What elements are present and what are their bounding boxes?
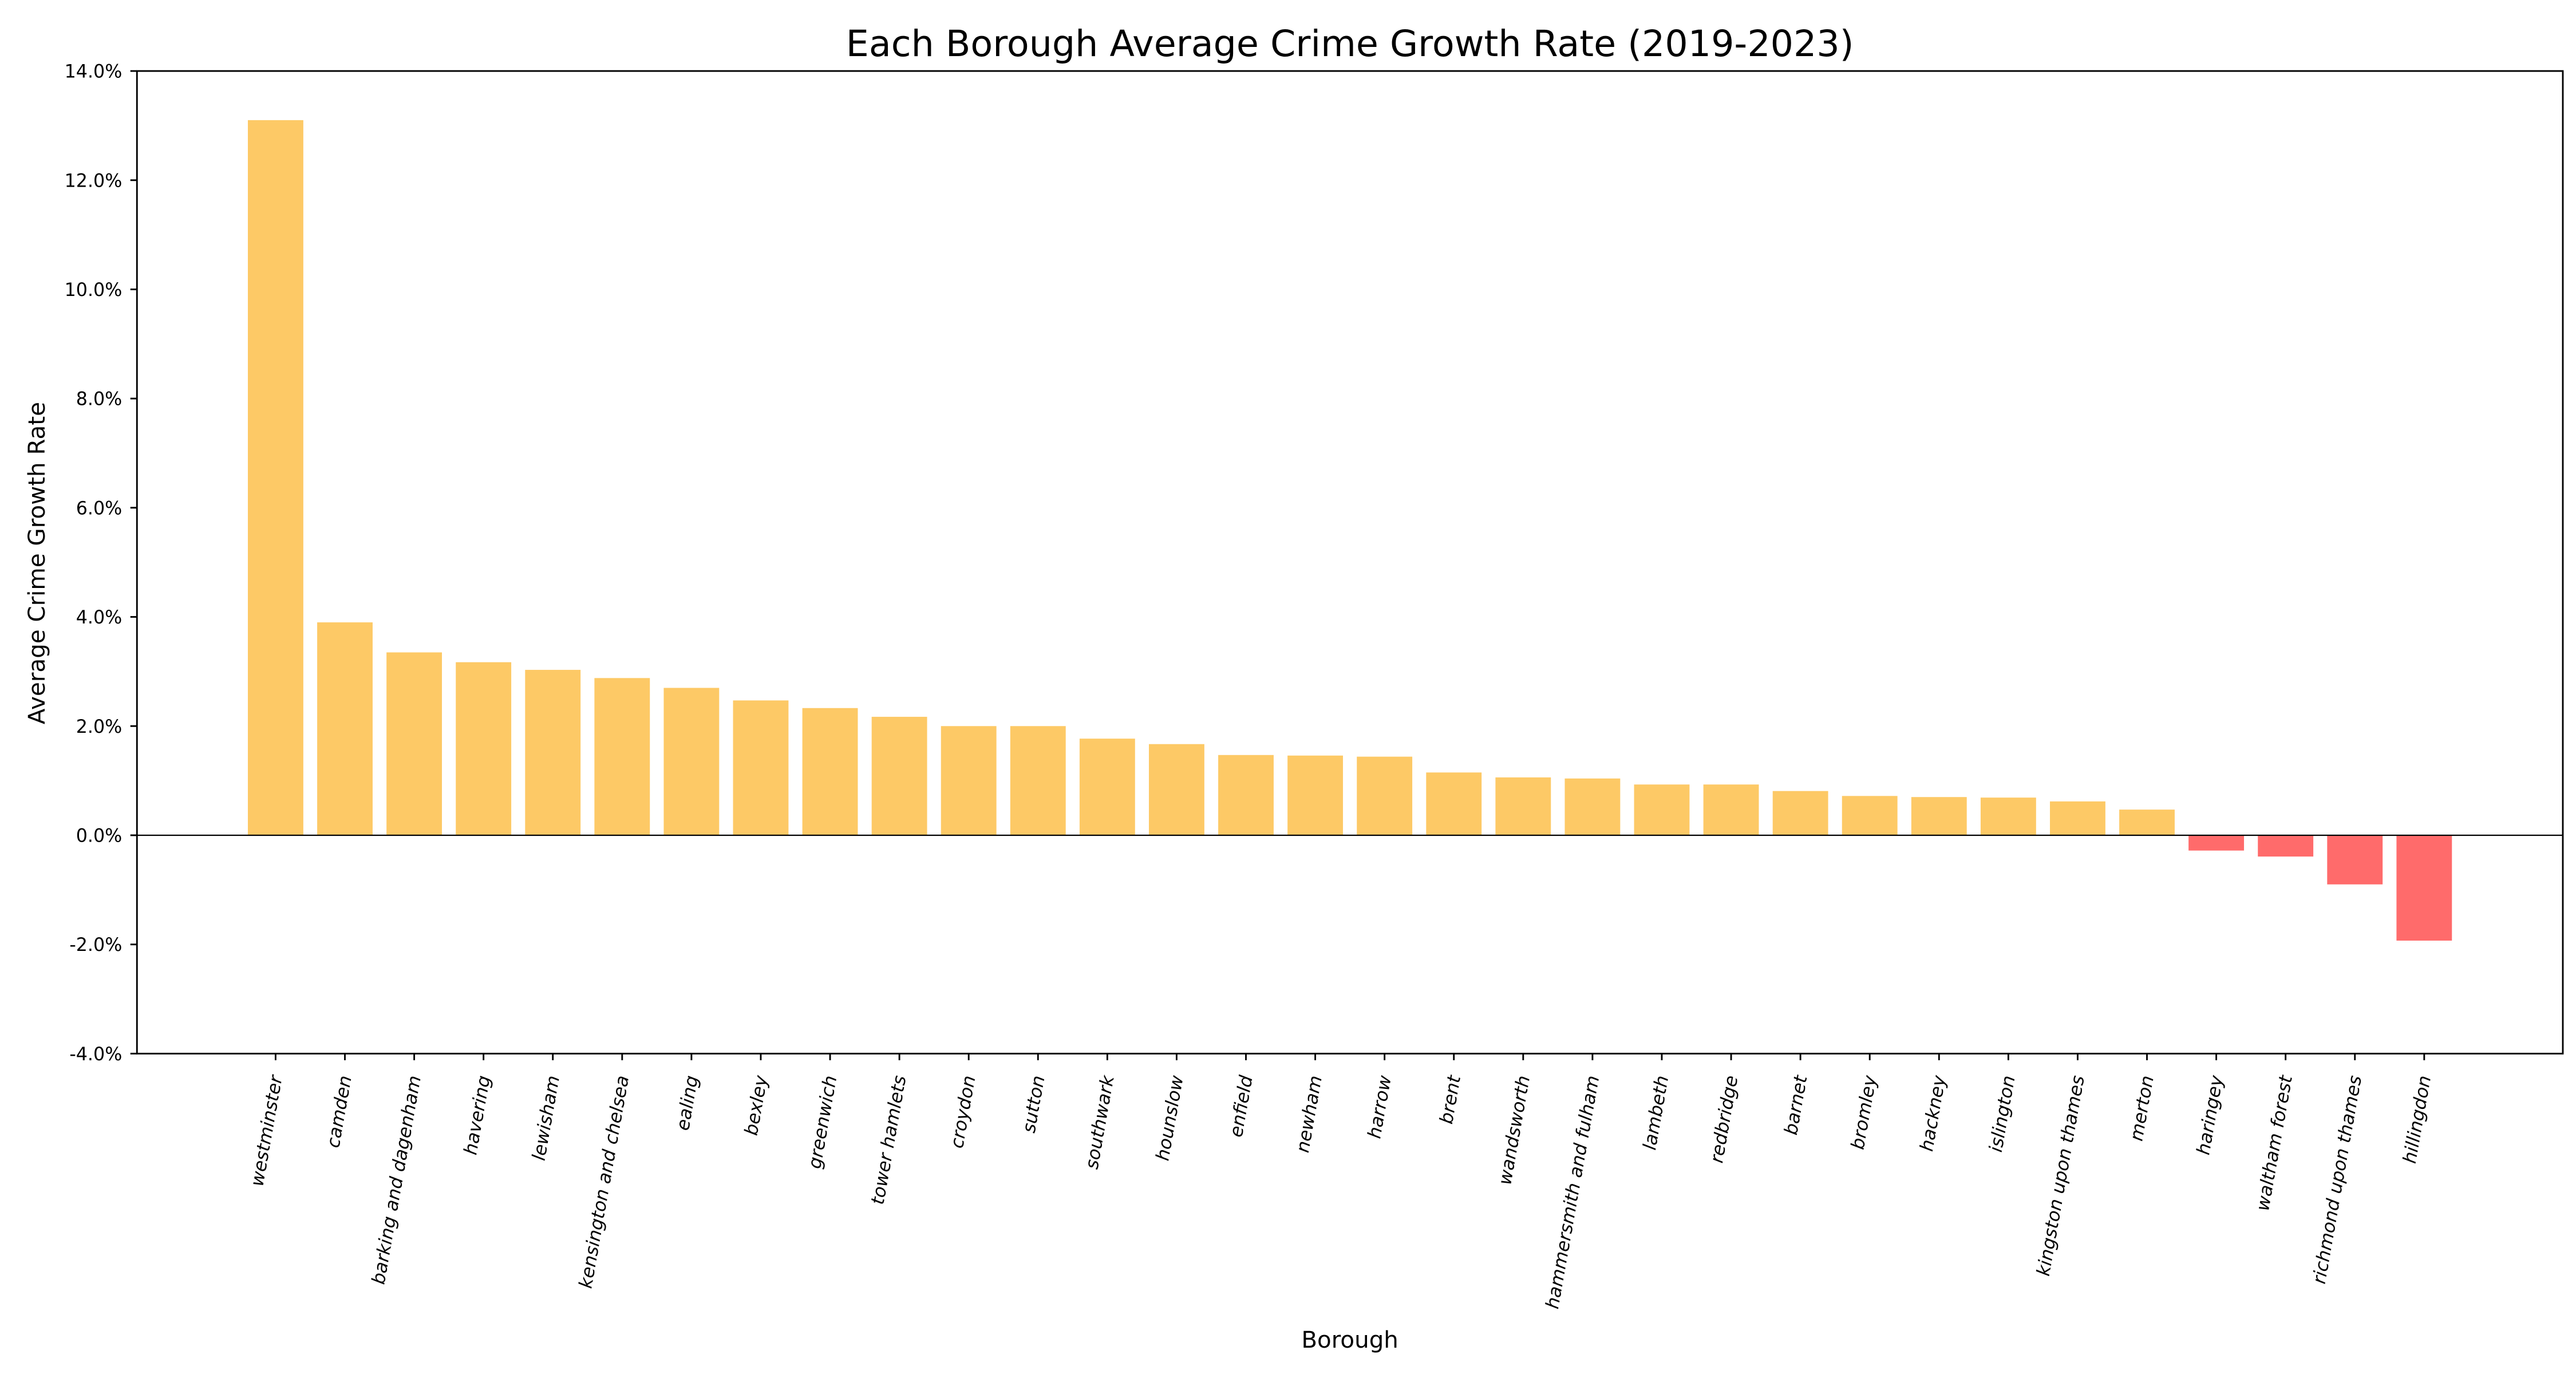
y-axis-ticks: -4.0% -2.0% 0.0% 2.0% 4.0% 6.0% 8.0% 10.0% 12.0%… xyxy=(65,62,137,1065)
bar-havering xyxy=(456,662,512,835)
bar-greenwich xyxy=(802,708,858,835)
x-tick-label: kensington and chelsea xyxy=(575,1074,633,1290)
x-tick-label: southwark xyxy=(1082,1073,1119,1171)
bar-lambeth xyxy=(1634,784,1690,835)
plot-area: -4.0% -2.0% 0.0% 2.0% 4.0% 6.0% 8.0% 10.0% 12.0%… xyxy=(65,62,2564,1310)
y-tick-label: 14.0% xyxy=(65,62,123,82)
bar-merton xyxy=(2119,810,2175,835)
x-tick-label: enfield xyxy=(1226,1073,1257,1139)
x-tick-label: croydon xyxy=(947,1074,980,1150)
x-tick-label: bexley xyxy=(741,1073,772,1137)
y-tick-label: -2.0% xyxy=(69,935,122,956)
x-tick-label: wandsworth xyxy=(1495,1074,1534,1186)
bar-bromley xyxy=(1842,796,1898,835)
x-tick-label: lambeth xyxy=(1639,1074,1673,1152)
bar-ealing xyxy=(663,688,720,835)
bar-waltham-forest xyxy=(2258,835,2314,857)
y-tick-label: 10.0% xyxy=(65,280,123,301)
bar-barking-and-dagenham xyxy=(386,652,442,835)
x-tick-label: richmond upon thames xyxy=(2309,1074,2366,1286)
y-tick-label: 2.0% xyxy=(76,717,123,737)
y-tick-label: -4.0% xyxy=(69,1044,122,1065)
bar-hackney xyxy=(1911,797,1967,835)
x-tick-label: harrow xyxy=(1364,1074,1396,1140)
x-tick-label: hillingdon xyxy=(2400,1074,2435,1165)
x-tick-label: redbridge xyxy=(1706,1074,1742,1164)
bar-croydon xyxy=(941,726,997,835)
bar-islington xyxy=(1980,797,2036,835)
chart-title: Each Borough Average Crime Growth Rate (… xyxy=(846,22,1854,65)
bar-redbridge xyxy=(1703,784,1759,835)
x-tick-label: haringey xyxy=(2193,1073,2227,1156)
bars xyxy=(247,120,2452,941)
x-tick-label: hounslow xyxy=(1152,1074,1188,1162)
bar-richmond-upon-thames xyxy=(2327,835,2383,885)
bar-haringey xyxy=(2188,835,2245,851)
x-tick-label: newham xyxy=(1293,1074,1326,1154)
bar-hounslow xyxy=(1149,744,1204,835)
bar-kensington-and-chelsea xyxy=(594,678,650,835)
bar-tower-hamlets xyxy=(871,717,927,835)
y-axis-label: Average Crime Growth Rate xyxy=(23,402,50,724)
x-tick-label: waltham forest xyxy=(2253,1073,2297,1212)
y-tick-label: 6.0% xyxy=(76,498,123,519)
bar-sutton xyxy=(1010,726,1066,835)
x-tick-label: kingston upon thames xyxy=(2033,1074,2089,1278)
bar-hillingdon xyxy=(2396,835,2452,941)
x-tick-label: ealing xyxy=(673,1074,702,1132)
bar-kingston-upon-thames xyxy=(2050,801,2105,835)
x-tick-label: hammersmith and fulham xyxy=(1542,1074,1603,1310)
bar-bexley xyxy=(733,700,789,835)
y-tick-label: 0.0% xyxy=(76,826,123,846)
x-tick-label: hackney xyxy=(1917,1073,1950,1153)
x-tick-label: greenwich xyxy=(804,1074,841,1170)
bar-harrow xyxy=(1357,756,1413,835)
x-tick-label: merton xyxy=(2126,1074,2158,1143)
bar-enfield xyxy=(1218,755,1274,835)
x-axis-label: Borough xyxy=(1301,1326,1398,1353)
bar-westminster xyxy=(247,120,303,835)
bar-barnet xyxy=(1772,791,1828,835)
x-tick-label: westminster xyxy=(247,1073,287,1188)
axes-frame xyxy=(136,70,2564,1055)
bar-southwark xyxy=(1079,739,1135,835)
bar-camden xyxy=(317,622,373,835)
x-tick-label: tower hamlets xyxy=(867,1074,910,1206)
bar-wandsworth xyxy=(1495,777,1551,835)
x-axis-ticks: westminster camden barking and dagenham hav… xyxy=(247,1053,2435,1310)
x-tick-label: barking and dagenham xyxy=(368,1074,425,1286)
bar-brent xyxy=(1426,772,1482,835)
x-tick-label: brent xyxy=(1436,1073,1465,1126)
y-tick-label: 4.0% xyxy=(76,607,123,628)
y-tick-label: 12.0% xyxy=(65,171,123,191)
bar-hammersmith-and-fulham xyxy=(1564,778,1621,835)
bar-newham xyxy=(1287,755,1344,835)
x-tick-label: barnet xyxy=(1781,1073,1812,1136)
bar-lewisham xyxy=(525,670,581,835)
x-tick-label: islington xyxy=(1986,1074,2020,1154)
x-tick-label: bromley xyxy=(1848,1073,1881,1151)
x-tick-label: sutton xyxy=(1019,1074,1049,1135)
x-tick-label: lewisham xyxy=(529,1074,564,1162)
x-tick-label: havering xyxy=(460,1074,495,1156)
x-tick-label: camden xyxy=(323,1074,356,1150)
y-tick-label: 8.0% xyxy=(76,389,123,410)
